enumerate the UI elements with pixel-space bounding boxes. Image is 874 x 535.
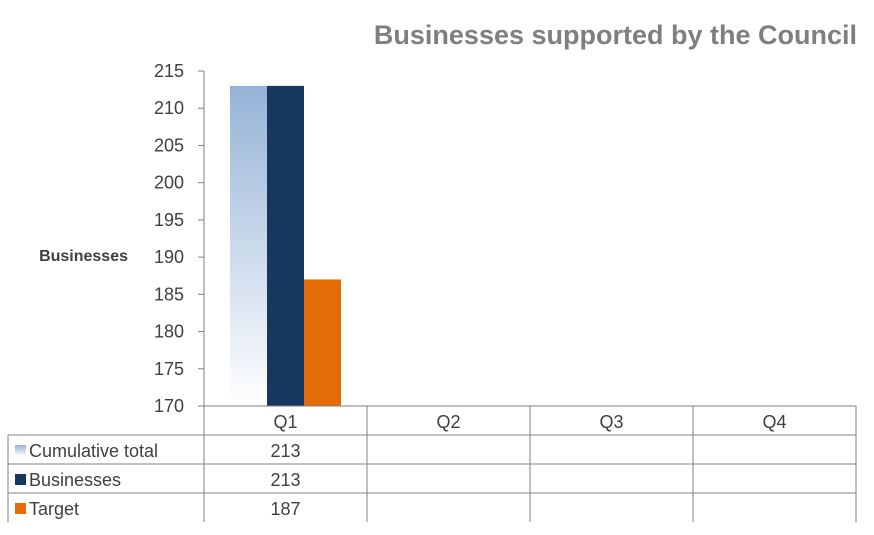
y-tick-label: 195 <box>154 210 184 230</box>
y-axis-label: Businesses <box>39 248 128 265</box>
data-table: Q1 Q2 Q3 Q4 Cumulative total 213 Businesses 213… <box>7 405 857 522</box>
legend-swatch <box>15 503 26 514</box>
table-cell: 213 <box>270 441 300 461</box>
bar-cumulative-total <box>230 85 267 406</box>
x-tick-label: Q4 <box>762 412 786 432</box>
legend-swatch <box>15 445 26 456</box>
bar-businesses <box>267 85 304 406</box>
chart-title: Businesses supported by the Council <box>374 20 857 50</box>
table-cell: 187 <box>270 499 300 519</box>
y-tick-label: 200 <box>154 173 184 193</box>
x-tick-label: Q2 <box>436 412 460 432</box>
y-tick-label: 170 <box>154 396 184 416</box>
legend-label: Target <box>29 499 79 519</box>
legend-label: Businesses <box>29 470 121 490</box>
y-tick-label: 180 <box>154 322 184 342</box>
bar-target <box>304 279 341 406</box>
table-cell: 213 <box>270 470 300 490</box>
y-tick-label: 190 <box>154 247 184 267</box>
y-tick-label: 185 <box>154 284 184 304</box>
y-tick-label: 175 <box>154 359 184 379</box>
y-tick-label: 215 <box>154 61 184 81</box>
legend-label: Cumulative total <box>29 441 158 461</box>
x-tick-label: Q3 <box>599 412 623 432</box>
legend-swatch <box>15 474 26 485</box>
x-tick-label: Q1 <box>273 412 297 432</box>
y-axis-ticks: 170 175 180 185 190 195 200 205 210 215 <box>154 61 204 416</box>
y-tick-label: 205 <box>154 135 184 155</box>
y-tick-label: 210 <box>154 98 184 118</box>
bars <box>230 85 341 406</box>
